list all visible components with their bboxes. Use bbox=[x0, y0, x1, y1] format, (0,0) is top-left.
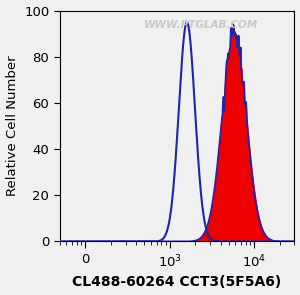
Y-axis label: Relative Cell Number: Relative Cell Number bbox=[6, 56, 19, 196]
Text: WWW.PTGLAB.COM: WWW.PTGLAB.COM bbox=[143, 20, 258, 30]
X-axis label: CL488-60264 CCT3(5F5A6): CL488-60264 CCT3(5F5A6) bbox=[73, 276, 282, 289]
